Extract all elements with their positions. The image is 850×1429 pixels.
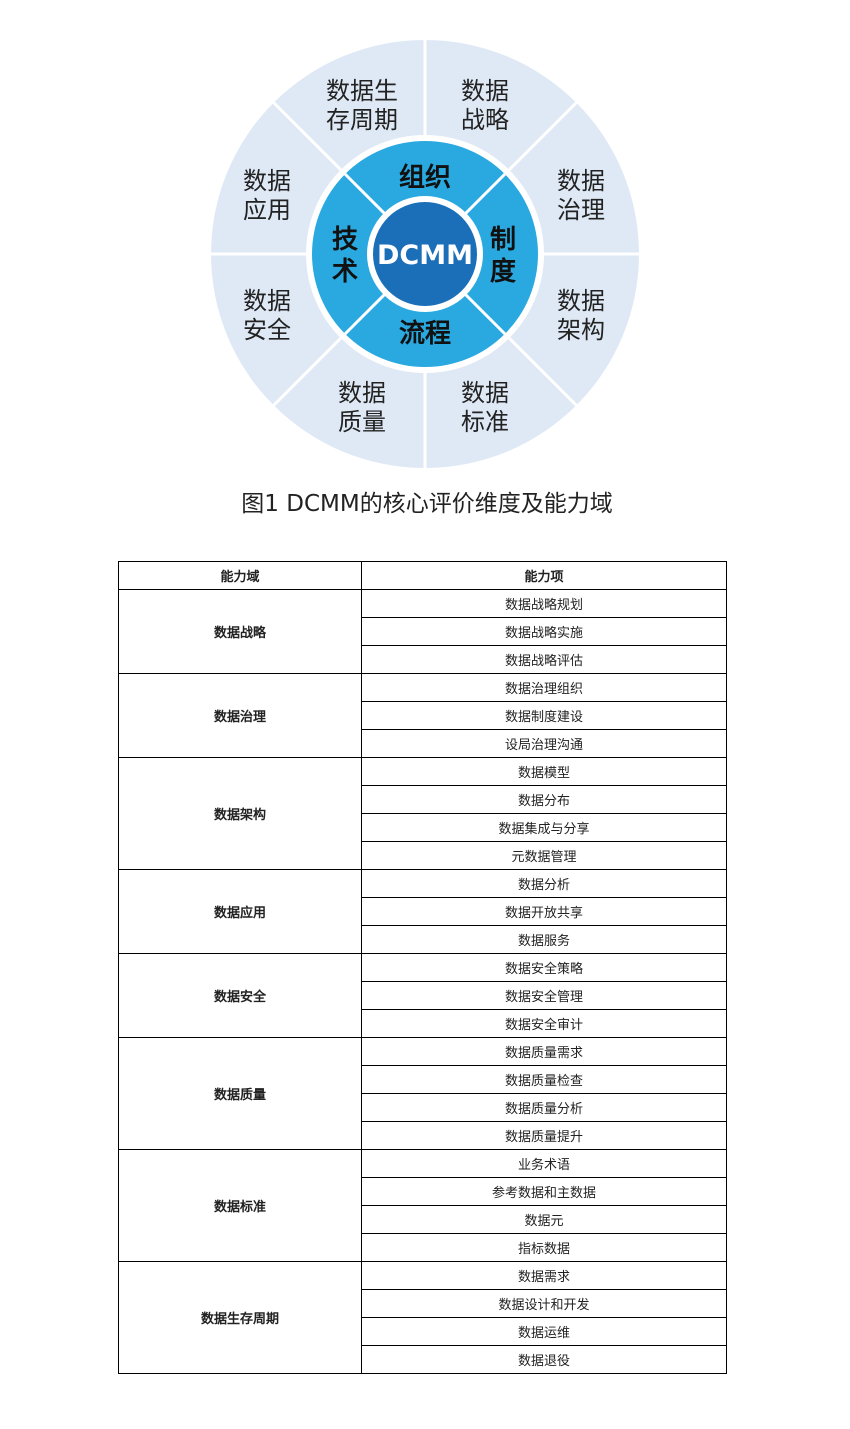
table-row: 数据安全管理 [119, 981, 727, 1010]
domain-cell: 数据治理 [118, 673, 362, 758]
outer-label-line: 数据 [338, 379, 386, 407]
table-header-row: 能力域 能力项 [118, 561, 727, 590]
capability-table: 能力域 能力项 数据战略 数据战略规划 数据战略实施 数据战略评估 数据治理 数据治理组织… [118, 561, 727, 1374]
table-row: 数据战略实施 [119, 617, 727, 646]
table-row: 数据质量提升 [119, 1121, 727, 1150]
header-domain: 能力域 [118, 561, 362, 590]
outer-sector-label: 数据架构 [557, 287, 605, 344]
svg-text:度: 度 [490, 256, 516, 287]
outer-label-line: 安全 [243, 316, 291, 344]
center-circle [373, 202, 477, 306]
inner-label-org: 组织 [399, 162, 451, 193]
item-cell: 数据安全管理 [361, 981, 727, 1010]
item-cell: 数据治理组织 [361, 673, 727, 702]
domain-cell: 数据应用 [118, 869, 362, 954]
item-cell: 数据元 [361, 1205, 727, 1234]
item-cell: 数据质量检查 [361, 1065, 727, 1094]
item-cell: 数据质量分析 [361, 1093, 727, 1122]
table-row: 数据安全审计 [119, 1009, 727, 1038]
domain-cell: 数据质量 [118, 1037, 362, 1150]
table-row: 数据质量检查 [119, 1065, 727, 1094]
outer-label-line: 数据生 [326, 77, 398, 105]
outer-label-line: 数据 [461, 77, 509, 105]
outer-sector-label: 数据生存周期 [326, 77, 398, 134]
item-cell: 元数据管理 [361, 841, 727, 870]
figure-caption: 图1 DCMM的核心评价维度及能力域 [241, 491, 613, 517]
table-row: 数据安全 数据安全策略 [118, 953, 727, 1038]
table-row: 数据生存周期 数据需求 [118, 1261, 727, 1374]
svg-text:术: 术 [332, 257, 358, 287]
item-cell: 数据退役 [361, 1345, 727, 1374]
outer-label-line: 数据 [557, 287, 605, 315]
item-cell: 数据战略评估 [361, 645, 727, 674]
table-row: 数据架构 数据模型 [118, 757, 727, 870]
item-cell: 数据战略实施 [361, 617, 727, 646]
center-label: DCMM [377, 240, 473, 271]
outer-label-line: 标准 [461, 408, 509, 436]
table-row: 参考数据和主数据 [119, 1177, 727, 1206]
item-cell: 数据运维 [361, 1317, 727, 1346]
item-cell: 业务术语 [361, 1149, 727, 1178]
outer-label-line: 存周期 [326, 106, 398, 134]
table-row: 数据应用 数据分析 [118, 869, 727, 954]
item-cell: 参考数据和主数据 [361, 1177, 727, 1206]
domain-cell: 数据生存周期 [118, 1261, 362, 1374]
item-cell: 数据开放共享 [361, 897, 727, 926]
inner-label-process: 流程 [399, 319, 451, 349]
table-row: 数据服务 [119, 925, 727, 954]
table-row: 数据分布 [119, 785, 727, 814]
table-row: 数据开放共享 [119, 897, 727, 926]
item-cell: 数据模型 [361, 757, 727, 786]
item-cell: 数据安全审计 [361, 1009, 727, 1038]
domain-cell: 数据安全 [118, 953, 362, 1038]
outer-label-line: 应用 [243, 196, 291, 224]
table-row: 数据退役 [119, 1345, 727, 1374]
outer-label-line: 数据 [461, 379, 509, 407]
domain-cell: 数据战略 [118, 589, 362, 674]
table-row: 数据集成与分享 [119, 813, 727, 842]
outer-sector-label: 数据治理 [557, 167, 605, 224]
item-cell: 数据分析 [361, 869, 727, 898]
item-cell: 数据设计和开发 [361, 1289, 727, 1318]
outer-sector-label: 数据标准 [461, 379, 509, 436]
item-cell: 数据安全策略 [361, 953, 727, 982]
item-cell: 指标数据 [361, 1233, 727, 1262]
item-cell: 数据需求 [361, 1261, 727, 1290]
table-row: 数据标准 业务术语 [118, 1149, 727, 1262]
header-item: 能力项 [361, 561, 727, 590]
table-row: 数据战略 数据战略规划 [118, 589, 727, 674]
item-cell: 数据制度建设 [361, 701, 727, 730]
svg-text:技: 技 [332, 225, 358, 255]
outer-sector-label: 数据安全 [243, 287, 291, 344]
item-cell: 数据服务 [361, 925, 727, 954]
dcmm-diagram: DCMM 组织 制 度 流程 技 术 数据战略数据治理数据架构数据标准数据质量数… [200, 30, 650, 475]
item-cell: 数据集成与分享 [361, 813, 727, 842]
outer-sector-label: 数据战略 [461, 77, 509, 134]
outer-label-line: 数据 [557, 167, 605, 195]
item-cell: 数据质量需求 [361, 1037, 727, 1066]
outer-label-line: 治理 [557, 196, 605, 224]
outer-label-line: 数据 [243, 287, 291, 315]
outer-label-line: 战略 [461, 106, 509, 134]
item-cell: 数据分布 [361, 785, 727, 814]
svg-text:制: 制 [490, 225, 516, 255]
table-row: 数据质量 数据质量需求 [118, 1037, 727, 1150]
table-row: 数据运维 [119, 1317, 727, 1346]
item-cell: 数据质量提升 [361, 1121, 727, 1150]
inner-label-system: 制 度 [490, 225, 516, 287]
table-row: 数据战略评估 [119, 645, 727, 674]
item-cell: 数据战略规划 [361, 589, 727, 618]
outer-sector-label: 数据应用 [243, 167, 291, 224]
inner-label-tech: 技 术 [332, 225, 358, 287]
outer-label-line: 质量 [338, 408, 386, 436]
table-row: 数据治理 数据治理组织 [118, 673, 727, 758]
item-cell: 设局治理沟通 [361, 729, 727, 758]
outer-sector-label: 数据质量 [338, 379, 386, 436]
outer-label-line: 架构 [557, 316, 605, 344]
domain-cell: 数据标准 [118, 1149, 362, 1262]
outer-label-line: 数据 [243, 167, 291, 195]
domain-cell: 数据架构 [118, 757, 362, 870]
